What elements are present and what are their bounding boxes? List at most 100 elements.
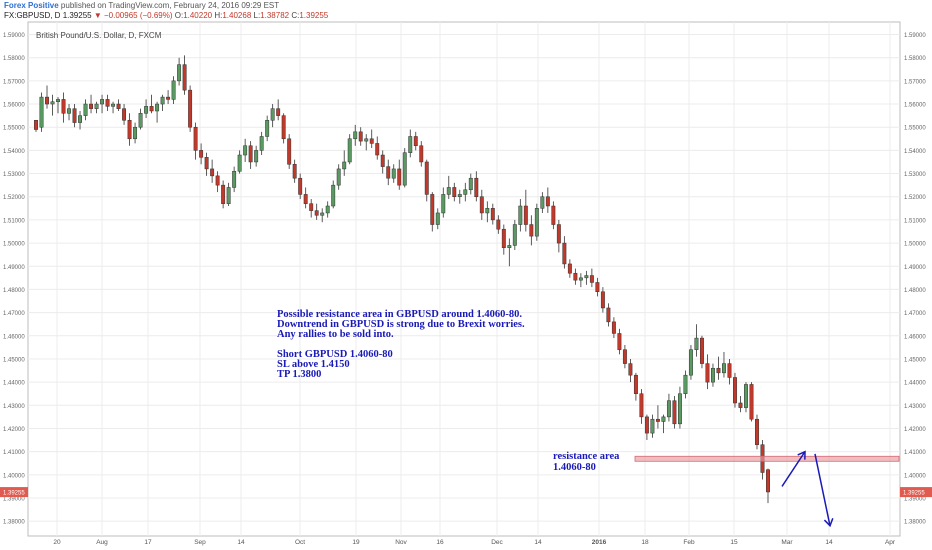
- candle: [573, 268, 578, 285]
- y-tick-label-left: 1.42000: [3, 427, 25, 433]
- candle-body: [457, 194, 462, 197]
- high-value: 1.40268: [222, 11, 252, 20]
- candle-body: [127, 120, 132, 140]
- candle-body: [567, 263, 572, 274]
- candle-body: [138, 113, 143, 128]
- candle-body: [430, 194, 435, 225]
- candle-body: [479, 196, 484, 214]
- y-tick-label-left: 1.46000: [3, 334, 25, 340]
- candle-body: [56, 99, 60, 102]
- y-tick-label-left: 1.43000: [3, 404, 25, 410]
- candle-body: [744, 384, 748, 408]
- candle: [270, 104, 275, 128]
- candle: [562, 236, 567, 269]
- candle-body: [287, 138, 292, 165]
- x-tick-label: Nov: [395, 539, 407, 546]
- candle-body: [237, 154, 242, 172]
- candle-body: [347, 138, 352, 163]
- projection-down-line: [814, 453, 831, 526]
- candle-body: [540, 196, 545, 209]
- candle-body: [578, 277, 583, 281]
- candle: [188, 85, 193, 132]
- candle-body: [666, 400, 671, 418]
- annotation-text: Possible resistance area in GBPUSD aroun…: [277, 309, 525, 380]
- candle: [50, 94, 55, 116]
- candle: [766, 468, 770, 504]
- candle: [254, 145, 259, 167]
- candle-body: [166, 96, 171, 100]
- candle: [160, 94, 165, 111]
- candle: [248, 141, 253, 169]
- candle-body: [661, 416, 666, 422]
- candle: [540, 192, 545, 213]
- candle: [567, 259, 572, 278]
- candle: [226, 182, 231, 207]
- candle-body: [254, 150, 259, 163]
- candle: [94, 101, 99, 114]
- candle-body: [474, 177, 479, 197]
- candle: [699, 335, 704, 369]
- candle-body: [320, 212, 325, 216]
- candle: [386, 159, 391, 186]
- candle: [479, 189, 484, 220]
- candle: [133, 122, 138, 144]
- candle: [633, 372, 638, 401]
- candle: [419, 141, 424, 167]
- resistance-rect: [634, 455, 900, 462]
- candle-body: [171, 80, 176, 100]
- symbol-label: FX:GBPUSD, D: [4, 11, 61, 20]
- y-tick-label-right: 1.46000: [904, 334, 926, 340]
- candle: [485, 201, 490, 223]
- candle-body: [144, 106, 149, 114]
- y-tick-label-left: 1.58000: [3, 56, 25, 62]
- last-price-tags: 1.39255 1.39255: [0, 487, 932, 498]
- candle: [397, 159, 402, 190]
- candle-body: [738, 402, 743, 408]
- candle-body: [485, 208, 490, 214]
- y-tick-label-left: 1.54000: [3, 149, 25, 155]
- candle-body: [50, 101, 55, 105]
- candle: [265, 115, 270, 142]
- candle: [727, 358, 732, 385]
- candle: [683, 370, 688, 399]
- candle-body: [34, 120, 38, 130]
- candle: [281, 113, 286, 144]
- candle-body: [298, 177, 303, 195]
- candle-body: [149, 106, 154, 112]
- candle: [144, 99, 149, 118]
- candle-body: [45, 96, 49, 105]
- candle-body: [281, 115, 286, 140]
- candle: [529, 215, 534, 246]
- candle: [199, 143, 204, 165]
- candle: [755, 414, 759, 450]
- candle-body: [766, 469, 770, 493]
- candle-body: [699, 337, 704, 364]
- arrow-down-icon: [823, 518, 834, 528]
- candle-body: [722, 363, 726, 374]
- candle-body: [100, 99, 105, 105]
- candle-body: [446, 187, 451, 195]
- x-tick-label: 19: [352, 539, 360, 546]
- y-tick-label-right: 1.39000: [904, 496, 926, 502]
- candle-body: [358, 131, 363, 142]
- candle: [380, 150, 385, 174]
- candle: [237, 150, 242, 174]
- candle: [276, 99, 281, 121]
- candle: [89, 94, 93, 114]
- candle-body: [94, 103, 99, 109]
- candle: [661, 414, 666, 434]
- candle-body: [683, 374, 688, 394]
- y-tick-label-right: 1.59000: [904, 33, 926, 39]
- candle: [138, 108, 143, 130]
- author-link[interactable]: Forex Positive: [4, 1, 59, 10]
- candle: [677, 386, 682, 429]
- candle: [600, 287, 605, 313]
- candle-body: [177, 64, 182, 82]
- y-tick-label-left: 1.59000: [3, 33, 25, 39]
- candle: [325, 201, 330, 218]
- x-tick-label: 17: [144, 539, 152, 546]
- candle: [694, 324, 699, 357]
- candle: [512, 219, 517, 251]
